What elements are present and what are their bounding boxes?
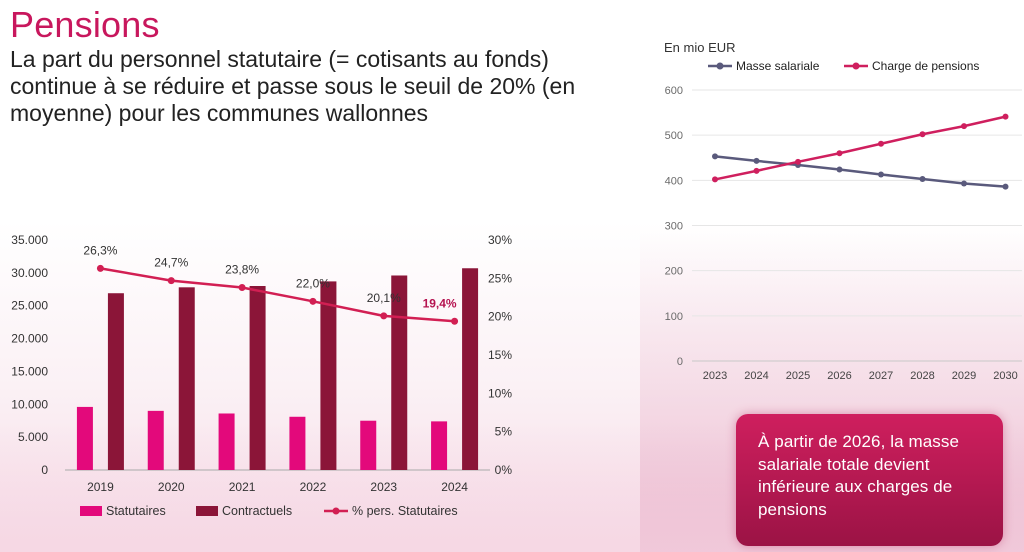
bar-contractuels [249, 286, 266, 470]
x-tick-label: 2027 [869, 370, 893, 382]
point-pct-statutaires [238, 284, 246, 292]
bar-statutaires [147, 410, 164, 470]
x-tick-label: 2024 [744, 370, 768, 382]
y-right-tick-label: 20% [488, 310, 512, 324]
y-left-tick-label: 30.000 [11, 266, 48, 280]
data-label-pct: 20,1% [367, 291, 401, 305]
legend-swatch-statutaires [80, 506, 102, 516]
bar-statutaires [289, 416, 306, 470]
legend-label-contractuels: Contractuels [222, 504, 292, 518]
x-tick-label: 2023 [370, 480, 397, 494]
data-label-pct: 26,3% [83, 243, 117, 257]
point-charge-de-pensions [712, 176, 718, 183]
y-right-tick-label: 10% [488, 386, 512, 400]
point-masse-salariale [753, 157, 760, 164]
bar-statutaires [76, 406, 93, 470]
point-charge-de-pensions [961, 123, 967, 130]
x-tick-label: 2023 [703, 370, 727, 382]
callout-box: À partir de 2026, la masse salariale tot… [736, 414, 1003, 546]
bar-contractuels [462, 268, 479, 470]
y-left-tick-label: 0 [41, 463, 48, 477]
point-masse-salariale [878, 171, 884, 178]
point-charge-de-pensions [919, 131, 926, 138]
x-tick-label: 2028 [910, 370, 934, 382]
x-tick-label: 2026 [827, 370, 851, 382]
y-tick-label: 200 [665, 266, 683, 278]
point-charge-de-pensions [1002, 113, 1009, 120]
x-tick-label: 2020 [158, 480, 185, 494]
y-tick-label: 100 [665, 311, 683, 323]
legend-label-pct: % pers. Statutaires [352, 504, 458, 518]
bar-statutaires [431, 421, 448, 470]
data-label-pct: 24,7% [154, 256, 188, 270]
data-label-pct: 19,4% [423, 296, 457, 310]
x-tick-label: 2025 [786, 370, 810, 382]
bar-statutaires [360, 420, 377, 470]
point-charge-de-pensions [836, 150, 843, 157]
line-pct-statutaires [100, 267, 455, 323]
x-tick-label: 2029 [952, 370, 976, 382]
point-charge-de-pensions [795, 158, 801, 165]
point-masse-salariale [836, 166, 843, 173]
bar-contractuels [107, 293, 124, 470]
legend-marker-pct [332, 507, 340, 515]
pension-line-chart: En mio EUR 0 100 200 300 400 500 600 2023 2024 202… [664, 40, 1022, 382]
line-masse-salariale [714, 155, 1006, 188]
point-pct-statutaires [380, 312, 388, 320]
y-left-tick-label: 20.000 [11, 332, 48, 346]
point-masse-salariale [712, 153, 718, 160]
point-pct-statutaires [309, 297, 317, 305]
y-left-tick-label: 25.000 [11, 299, 48, 313]
page-subtitle: La part du personnel statutaire (= cotis… [10, 46, 576, 126]
y-right-tick-label: 30% [488, 233, 512, 247]
y-left-tick-label: 10.000 [11, 397, 48, 411]
unit-label: En mio EUR [664, 40, 736, 55]
data-label-pct: 22,0% [296, 276, 330, 290]
point-charge-de-pensions [878, 140, 884, 147]
point-pct-statutaires [167, 277, 175, 285]
y-right-tick-label: 15% [488, 348, 512, 362]
bar-contractuels [178, 287, 195, 470]
x-tick-label: 2021 [229, 480, 256, 494]
y-right-tick-label: 5% [495, 425, 513, 439]
bar-statutaires [218, 413, 235, 470]
staff-bar-chart: 0 5.000 10.000 15.000 20.000 25.000 30.000 35.0… [11, 233, 513, 518]
point-masse-salariale [919, 175, 926, 182]
y-tick-label: 0 [677, 356, 683, 368]
point-masse-salariale [961, 180, 967, 187]
y-left-tick-label: 35.000 [11, 233, 48, 247]
page-title: Pensions [10, 4, 160, 45]
bar-contractuels [391, 275, 408, 470]
y-right-tick-label: 25% [488, 271, 512, 285]
y-tick-label: 600 [665, 85, 683, 97]
point-charge-de-pensions [753, 167, 760, 174]
bar-contractuels [320, 281, 337, 470]
y-tick-label: 500 [665, 130, 683, 142]
point-masse-salariale [1002, 183, 1009, 190]
legend-swatch-contractuels [196, 506, 218, 516]
point-pct-statutaires [451, 317, 459, 325]
x-tick-label: 2022 [300, 480, 327, 494]
y-tick-label: 300 [665, 221, 683, 233]
legend-marker-charge-de-pensions [852, 62, 860, 70]
legend-label-statutaires: Statutaires [106, 504, 166, 518]
y-tick-label: 400 [665, 175, 683, 187]
x-tick-label: 2019 [87, 480, 114, 494]
x-tick-label: 2030 [993, 370, 1017, 382]
point-pct-statutaires [96, 264, 104, 272]
data-label-pct: 23,8% [225, 263, 259, 277]
legend-label-masse-salariale: Masse salariale [736, 59, 820, 73]
y-left-tick-label: 5.000 [18, 430, 48, 444]
y-right-tick-label: 0% [495, 463, 513, 477]
y-left-tick-label: 15.000 [11, 364, 48, 378]
callout-text: À partir de 2026, la masse salariale tot… [758, 432, 960, 519]
legend-marker-masse-salariale [716, 62, 724, 70]
x-tick-label: 2024 [441, 480, 468, 494]
legend-label-charge-de-pensions: Charge de pensions [872, 59, 979, 73]
line-charge-de-pensions [714, 115, 1006, 181]
